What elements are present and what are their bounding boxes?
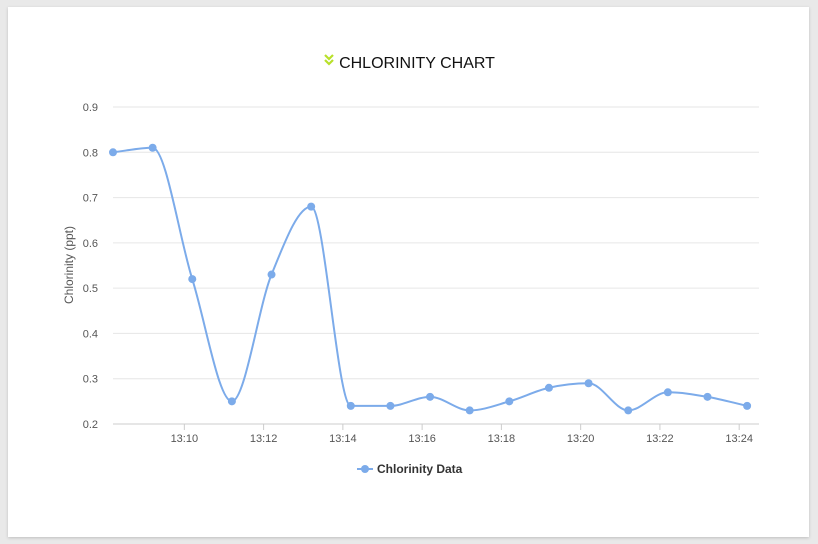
data-point[interactable] — [386, 401, 395, 410]
grid-lines — [113, 106, 759, 425]
x-tick-label: 13:18 — [488, 433, 516, 445]
y-tick-labels: 0.2 0.3 0.4 0.5 0.6 0.7 0.8 0.9 — [83, 102, 98, 431]
chart-card — [8, 7, 809, 537]
data-point[interactable] — [743, 401, 752, 410]
x-tick-label: 13:20 — [567, 433, 595, 445]
legend-label: Chlorinity Data — [377, 462, 463, 476]
data-point[interactable] — [663, 388, 672, 397]
data-point[interactable] — [346, 401, 355, 410]
data-point[interactable] — [465, 406, 474, 415]
legend[interactable]: Chlorinity Data — [357, 462, 463, 476]
x-tick-label: 13:16 — [408, 433, 436, 445]
y-tick-label: 0.6 — [83, 238, 98, 250]
legend-marker — [361, 465, 369, 473]
data-point[interactable] — [584, 379, 593, 388]
double-chevron-down-icon — [323, 52, 335, 72]
y-tick-label: 0.4 — [83, 328, 98, 340]
y-tick-label: 0.5 — [83, 283, 98, 295]
x-tick-label: 13:14 — [329, 433, 357, 445]
data-point[interactable] — [109, 148, 117, 157]
y-tick-label: 0.2 — [83, 419, 98, 431]
data-point[interactable] — [624, 406, 633, 415]
y-tick-label: 0.8 — [83, 147, 98, 159]
y-axis-title: Chlorinity (ppt) — [62, 226, 76, 304]
y-tick-label: 0.3 — [83, 374, 98, 386]
data-point[interactable] — [307, 202, 316, 211]
series-layer — [109, 143, 752, 415]
x-tick-label: 13:22 — [646, 433, 674, 445]
x-tick-labels: 13:10 13:12 13:14 13:16 13:18 13:20 13:22 13:24 — [171, 424, 753, 445]
data-point[interactable] — [267, 270, 276, 279]
x-tick-label: 13:24 — [725, 433, 753, 445]
data-point[interactable] — [703, 392, 712, 401]
data-point[interactable] — [148, 143, 157, 152]
chart-title-container: CHLORINITY CHART — [0, 54, 818, 74]
x-tick-label: 13:10 — [171, 433, 199, 445]
data-point[interactable] — [188, 275, 197, 284]
data-point[interactable] — [505, 397, 514, 406]
data-point[interactable] — [544, 383, 553, 392]
y-tick-label: 0.7 — [83, 193, 98, 205]
y-tick-label: 0.9 — [83, 102, 98, 114]
data-point[interactable] — [227, 397, 236, 406]
series-line — [112, 146, 748, 412]
data-point[interactable] — [426, 392, 435, 401]
x-tick-label: 13:12 — [250, 433, 278, 445]
chart-title: CHLORINITY CHART — [339, 55, 495, 73]
